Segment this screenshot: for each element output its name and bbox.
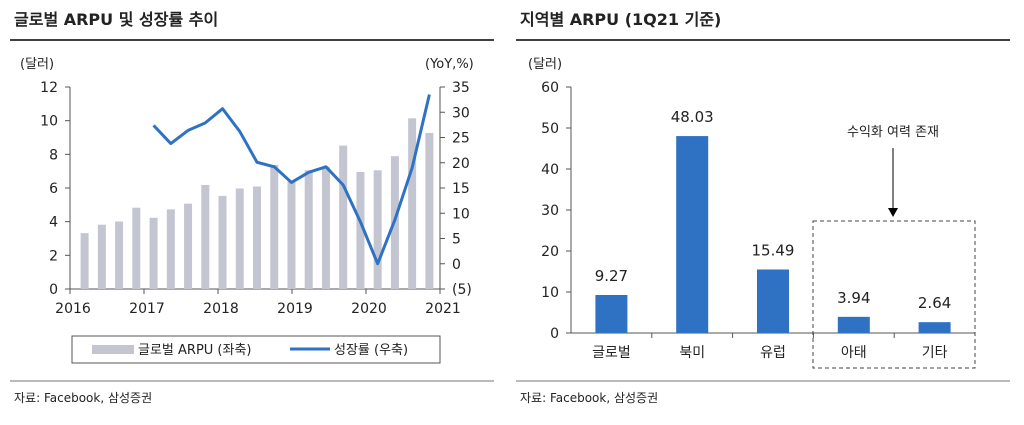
region-bar <box>676 136 709 333</box>
bar-value-label: 15.49 <box>752 241 795 259</box>
y-tick-label: 6 <box>49 181 58 197</box>
right-source: 자료: Facebook, 삼성증권 <box>520 391 658 405</box>
legend-bar-label: 글로벌 ARPU (좌축) <box>138 343 252 358</box>
bar-value-label: 2.64 <box>918 294 951 312</box>
x-tick-label: 2019 <box>277 301 313 317</box>
arrow-head-icon <box>888 208 898 217</box>
region-bar <box>595 294 628 333</box>
arpu-bar <box>166 209 175 289</box>
arpu-bar <box>270 164 279 289</box>
y2-tick-label: 15 <box>452 181 470 197</box>
y-tick-label: 0 <box>550 326 559 342</box>
left-y-label: (달러) <box>20 57 54 72</box>
arpu-bar <box>356 172 365 289</box>
bar-value-label: 48.03 <box>671 108 714 126</box>
arpu-bar <box>218 195 227 289</box>
arpu-bar <box>339 145 348 289</box>
arpu-bar <box>184 203 193 289</box>
x-tick-label: 북미 <box>679 345 705 361</box>
arpu-bar <box>115 221 124 289</box>
y2-tick-label: 25 <box>452 131 470 147</box>
y2-tick-label: 0 <box>452 257 461 273</box>
arpu-bar <box>321 166 330 289</box>
arpu-bar <box>408 118 417 289</box>
y2-tick-label: 5 <box>452 232 461 248</box>
y-tick-label: 4 <box>49 215 58 231</box>
growth-line <box>152 94 431 266</box>
x-tick-label: 아태 <box>841 345 867 361</box>
x-tick-label: 2021 <box>425 301 461 317</box>
left-chart-title: 글로벌 ARPU 및 성장률 추이 <box>14 10 218 29</box>
legend-line-label: 성장률 (우축) <box>334 343 408 358</box>
y-tick-label: 10 <box>541 285 559 301</box>
arpu-bar <box>373 170 382 289</box>
x-tick-label: 유럽 <box>760 345 786 361</box>
y2-tick-label: (5) <box>452 282 472 298</box>
region-bar <box>837 316 870 333</box>
x-tick-label: 2017 <box>129 301 165 317</box>
y-tick-label: 8 <box>49 147 58 163</box>
legend-bar-swatch <box>92 345 134 354</box>
arpu-bar <box>132 207 141 289</box>
y2-tick-label: 30 <box>452 105 470 121</box>
arpu-bar <box>287 180 296 289</box>
y-tick-label: 40 <box>541 162 559 178</box>
arpu-bar <box>253 186 261 289</box>
bar-value-label: 9.27 <box>595 267 628 285</box>
y-tick-label: 2 <box>49 248 58 264</box>
annotation-text: 수익화 여력 존재 <box>847 125 939 140</box>
y-tick-label: 50 <box>541 121 559 137</box>
x-tick-label: 2016 <box>55 301 91 317</box>
y2-tick-label: 35 <box>452 80 470 96</box>
arpu-bar <box>97 224 106 289</box>
y2-tick-label: 20 <box>452 156 470 172</box>
highlight-box <box>812 220 976 369</box>
right-chart-title: 지역별 ARPU (1Q21 기준) <box>520 10 721 29</box>
arpu-bar <box>235 188 244 289</box>
right-chart-y-label: (달러) <box>528 57 562 72</box>
x-tick-label: 2020 <box>351 301 387 317</box>
y-tick-label: 10 <box>40 114 58 130</box>
arpu-bar <box>304 170 313 289</box>
x-tick-label: 글로벌 <box>592 345 631 361</box>
arpu-bar <box>149 217 158 289</box>
x-tick-label: 기타 <box>922 345 948 361</box>
arpu-bar <box>201 184 210 289</box>
arpu-bar <box>425 132 434 289</box>
region-bar <box>918 322 951 333</box>
y-tick-label: 12 <box>40 80 58 96</box>
x-tick-label: 2018 <box>203 301 239 317</box>
y-tick-label: 30 <box>541 203 559 219</box>
left-legend <box>71 335 441 364</box>
y-tick-label: 20 <box>541 244 559 260</box>
arpu-bar <box>80 233 89 289</box>
y-tick-label: 60 <box>541 80 559 96</box>
y-tick-label: 0 <box>49 282 58 298</box>
left-source: 자료: Facebook, 삼성증권 <box>14 391 152 405</box>
y2-tick-label: 10 <box>452 206 470 222</box>
bar-value-label: 3.94 <box>837 289 870 307</box>
right-y-label: (YoY,%) <box>425 57 474 72</box>
region-bar <box>757 269 789 333</box>
